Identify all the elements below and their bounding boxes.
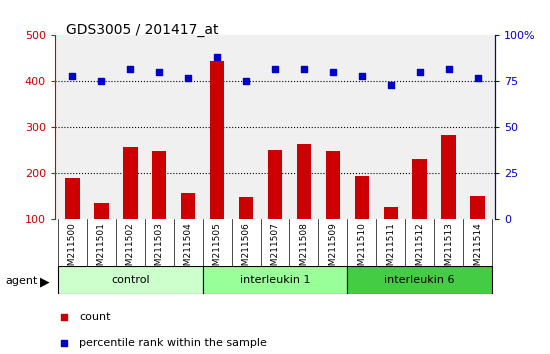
Text: GSM211509: GSM211509 [328,222,337,277]
Text: GSM211511: GSM211511 [386,222,395,277]
Point [213,55,222,60]
Point [444,66,453,72]
Text: GSM211504: GSM211504 [184,222,192,276]
Point [415,69,424,75]
Bar [326,152,340,219]
Point [350,220,359,225]
Text: count: count [79,312,111,322]
Text: GDS3005 / 201417_at: GDS3005 / 201417_at [66,23,218,37]
Bar [348,266,492,294]
Bar [181,193,195,219]
Point [473,75,482,81]
Bar [152,152,167,219]
Bar [94,203,108,219]
Point [97,79,106,84]
Point [271,66,279,72]
Text: GSM211505: GSM211505 [213,222,222,277]
Text: GSM211500: GSM211500 [68,222,77,277]
Bar [210,61,224,219]
Text: GSM211514: GSM211514 [473,222,482,276]
Text: GSM211512: GSM211512 [415,222,424,276]
Bar [123,147,138,219]
Text: GSM211513: GSM211513 [444,222,453,277]
Point [155,69,163,75]
Text: interleukin 6: interleukin 6 [384,275,455,285]
Text: GSM211510: GSM211510 [358,222,366,277]
Text: interleukin 1: interleukin 1 [240,275,310,285]
Bar [442,135,456,219]
Text: GSM211503: GSM211503 [155,222,164,277]
Point [241,79,250,84]
Text: percentile rank within the sample: percentile rank within the sample [79,338,267,348]
Point [358,73,366,79]
Text: GSM211506: GSM211506 [241,222,251,277]
Point [184,75,192,81]
Bar [202,266,348,294]
Bar [239,198,254,219]
Point [126,66,135,72]
Bar [355,176,369,219]
Point [300,66,309,72]
Bar [470,195,485,219]
Text: GSM211507: GSM211507 [271,222,279,277]
Text: agent: agent [6,276,38,286]
Bar [383,207,398,219]
Bar [58,266,202,294]
Text: GSM211502: GSM211502 [126,222,135,276]
Bar [268,150,282,219]
Point [68,73,77,79]
Point [387,82,395,88]
Bar [296,143,311,219]
Text: ▶: ▶ [40,275,49,288]
Bar [65,178,80,219]
Text: GSM211501: GSM211501 [97,222,106,277]
Point [328,69,337,75]
Text: control: control [111,275,150,285]
Bar [412,159,427,219]
Text: GSM211508: GSM211508 [299,222,309,277]
